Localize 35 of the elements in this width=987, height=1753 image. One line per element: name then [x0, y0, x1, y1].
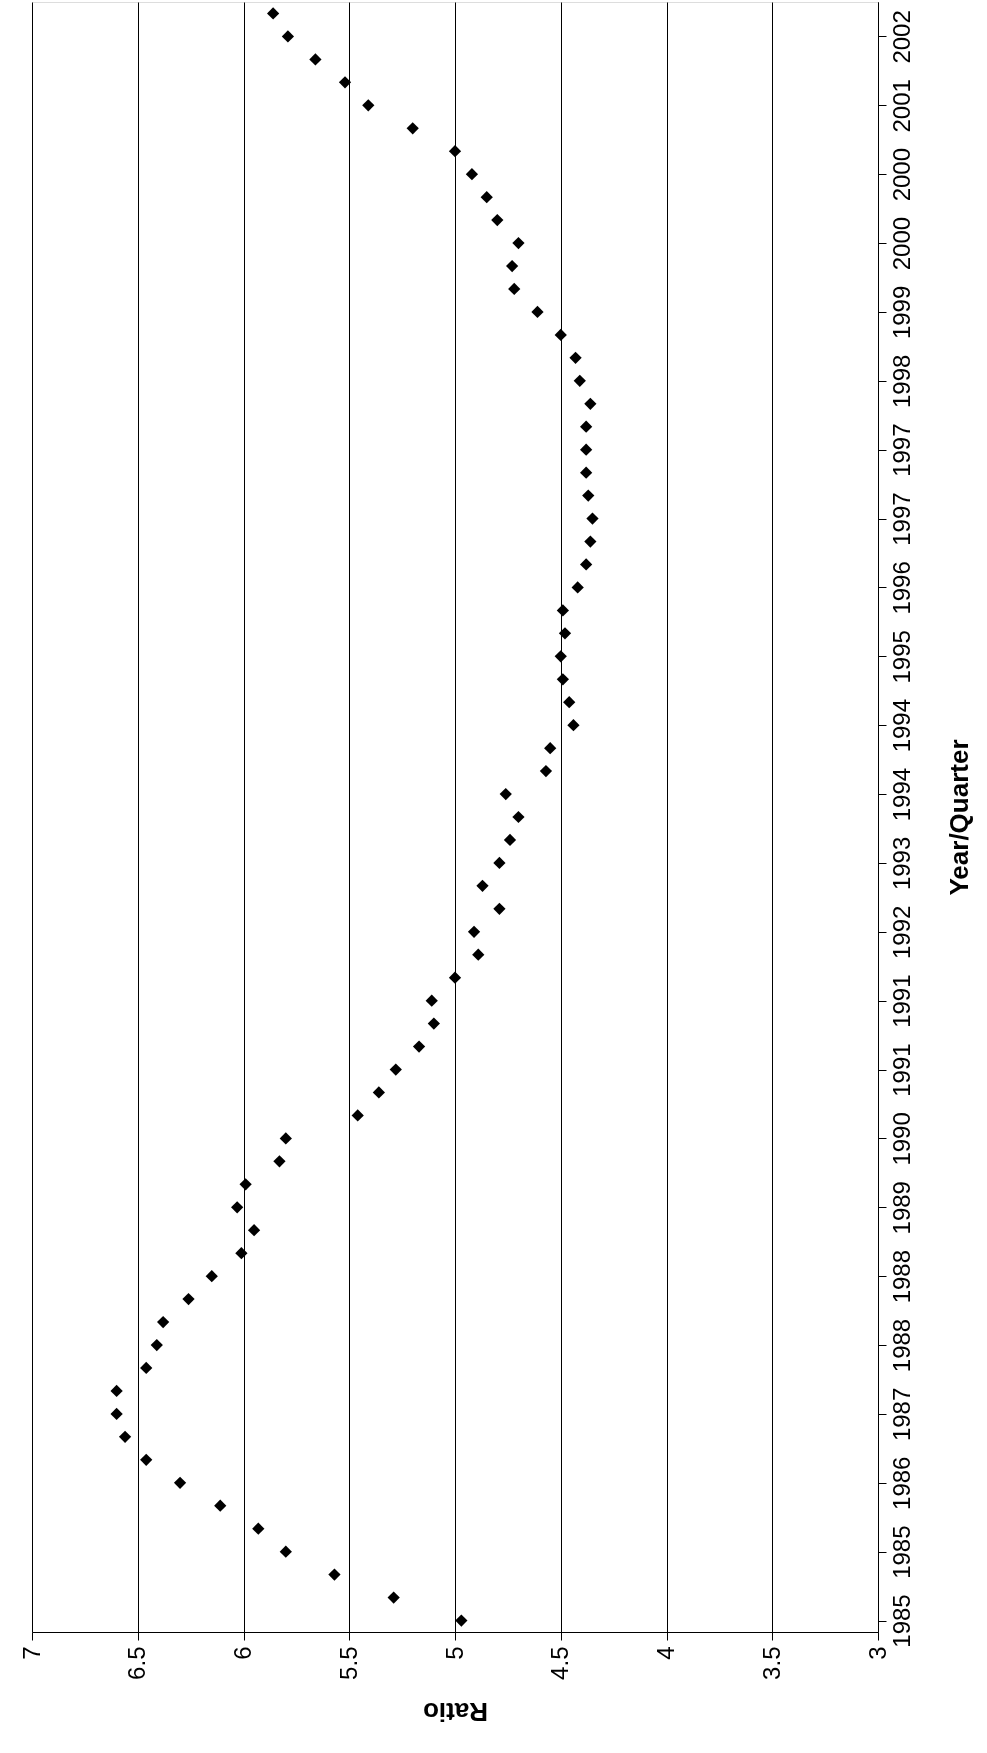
- y-tick-label: 1995: [887, 630, 915, 684]
- x-tick-label: 5: [440, 1646, 468, 1660]
- y-tick-label: 1997: [887, 423, 915, 477]
- y-tick-label: 2001: [887, 79, 915, 133]
- y-axis-title: Year/Quarter: [943, 739, 974, 896]
- x-tick-label: 5.5: [334, 1646, 362, 1680]
- x-tick-label: 4: [652, 1646, 679, 1660]
- x-tick-label: 6: [229, 1646, 256, 1660]
- y-tick-label: 1994: [887, 698, 915, 753]
- y-tick-label: 2002: [887, 10, 915, 64]
- y-tick-label: 1988: [887, 1318, 915, 1373]
- y-tick-label: 1998: [887, 354, 915, 408]
- y-tick-label: 1994: [887, 767, 915, 822]
- y-tick-label: 1990: [887, 1112, 915, 1166]
- y-tick-label: 1996: [887, 561, 915, 615]
- y-tick-label: 2000: [887, 147, 915, 202]
- x-tick-label: 6.5: [123, 1646, 151, 1680]
- x-tick-label: 3.5: [757, 1646, 785, 1680]
- y-tick-label: 2000: [887, 216, 915, 271]
- y-tick-label: 1992: [887, 905, 915, 959]
- x-tick-label: 3: [863, 1646, 891, 1660]
- x-tick-label: 7: [17, 1646, 45, 1660]
- y-tick-label: 1999: [887, 285, 915, 340]
- x-tick-label: 4.5: [546, 1646, 574, 1680]
- y-tick-label: 1997: [887, 492, 915, 546]
- y-tick-label: 1989: [887, 1181, 915, 1235]
- y-tick-label: 1985: [887, 1525, 915, 1579]
- y-tick-label: 1985: [887, 1594, 915, 1648]
- y-tick-label: 1987: [887, 1387, 915, 1442]
- y-tick-label: 1991: [887, 974, 915, 1028]
- y-tick-label: 1993: [887, 836, 915, 891]
- y-tick-label: 1991: [887, 1043, 915, 1097]
- x-axis-title: Ratio: [423, 1696, 488, 1727]
- y-tick-label: 1988: [887, 1249, 915, 1304]
- y-tick-label: 1986: [887, 1456, 915, 1510]
